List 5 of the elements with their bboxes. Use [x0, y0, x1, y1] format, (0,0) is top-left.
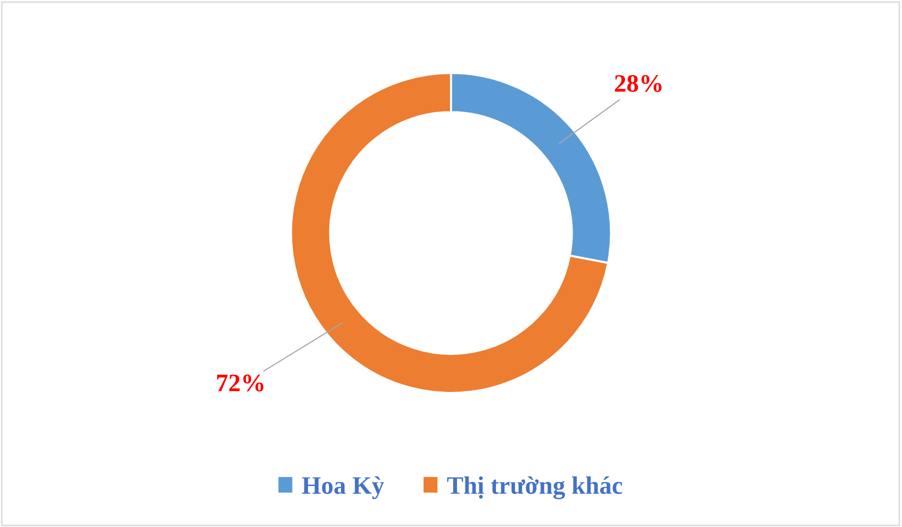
data-label: 72%: [217, 374, 264, 392]
legend-label: Thị trường khác: [447, 476, 622, 500]
legend-label: Hoa Kỳ: [302, 476, 384, 500]
data-label: 28%: [614, 75, 662, 92]
donut-slice: [290, 72, 610, 394]
